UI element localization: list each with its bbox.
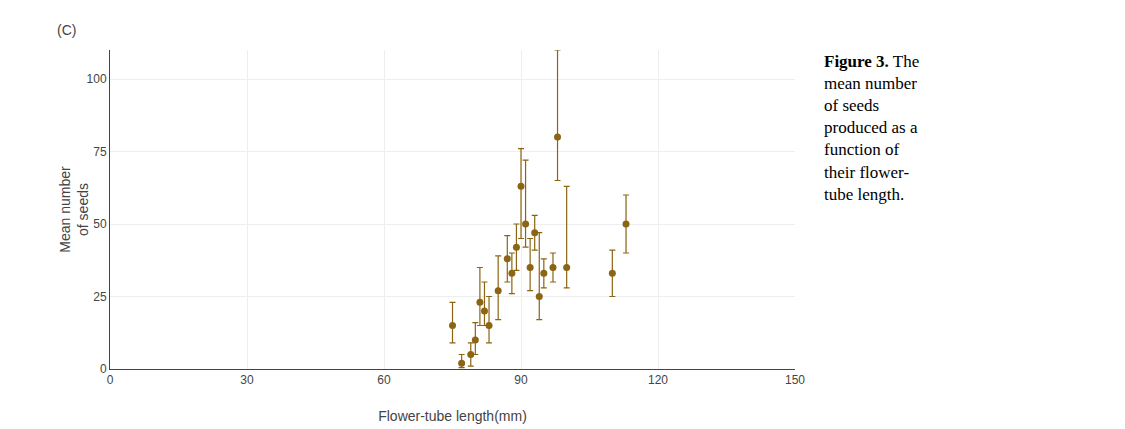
svg-text:0: 0 (107, 373, 114, 387)
svg-text:75: 75 (93, 145, 107, 159)
svg-text:150: 150 (785, 373, 805, 387)
svg-text:25: 25 (93, 290, 107, 304)
svg-text:90: 90 (514, 373, 528, 387)
svg-text:Flower-tube length(mm): Flower-tube length(mm) (378, 408, 527, 424)
svg-text:Mean numberof seeds: Mean numberof seeds (57, 166, 91, 253)
svg-text:100: 100 (87, 72, 107, 86)
svg-text:Figure 3. Themean numberof see: Figure 3. Themean numberof seedsproduced… (824, 52, 919, 204)
svg-text:120: 120 (648, 373, 668, 387)
svg-text:30: 30 (240, 373, 254, 387)
svg-text:50: 50 (93, 217, 107, 231)
svg-text:0: 0 (100, 362, 107, 376)
svg-text:60: 60 (377, 373, 391, 387)
svg-text:(C): (C) (57, 22, 76, 38)
